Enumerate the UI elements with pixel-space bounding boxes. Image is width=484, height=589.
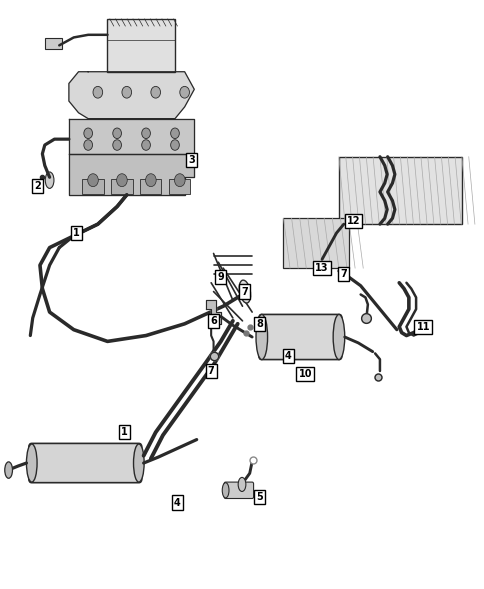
Ellipse shape <box>45 172 54 188</box>
Text: 11: 11 <box>416 322 429 332</box>
Text: 3: 3 <box>188 155 195 165</box>
FancyBboxPatch shape <box>111 179 132 194</box>
Circle shape <box>141 140 150 150</box>
Circle shape <box>145 174 156 187</box>
Text: 7: 7 <box>207 366 214 376</box>
FancyBboxPatch shape <box>224 482 253 498</box>
FancyBboxPatch shape <box>169 179 190 194</box>
Polygon shape <box>69 72 194 118</box>
Polygon shape <box>206 300 220 324</box>
Circle shape <box>170 128 179 138</box>
Circle shape <box>84 140 92 150</box>
Polygon shape <box>69 154 194 195</box>
FancyBboxPatch shape <box>107 19 175 72</box>
Ellipse shape <box>239 280 250 303</box>
Circle shape <box>174 174 185 187</box>
FancyBboxPatch shape <box>283 219 348 268</box>
Circle shape <box>88 174 98 187</box>
Text: 6: 6 <box>210 316 216 326</box>
Ellipse shape <box>333 315 344 359</box>
Text: 7: 7 <box>340 269 347 279</box>
FancyBboxPatch shape <box>338 157 461 224</box>
Text: 8: 8 <box>256 319 262 329</box>
Text: 1: 1 <box>73 228 79 238</box>
Ellipse shape <box>256 315 267 359</box>
FancyBboxPatch shape <box>258 315 341 359</box>
Text: 9: 9 <box>217 272 224 282</box>
Circle shape <box>180 87 189 98</box>
Text: 13: 13 <box>315 263 328 273</box>
Ellipse shape <box>238 478 245 491</box>
Circle shape <box>151 87 160 98</box>
Polygon shape <box>69 118 194 154</box>
Circle shape <box>121 87 131 98</box>
Circle shape <box>116 174 127 187</box>
Text: 1: 1 <box>121 427 127 437</box>
Text: 12: 12 <box>346 216 360 226</box>
Circle shape <box>84 128 92 138</box>
Text: 5: 5 <box>256 492 262 502</box>
FancyBboxPatch shape <box>82 179 104 194</box>
Text: 4: 4 <box>284 351 291 361</box>
Circle shape <box>113 140 121 150</box>
FancyBboxPatch shape <box>45 38 61 48</box>
Circle shape <box>141 128 150 138</box>
Text: 2: 2 <box>34 181 41 191</box>
Text: 4: 4 <box>174 498 181 508</box>
FancyBboxPatch shape <box>140 179 161 194</box>
Circle shape <box>93 87 103 98</box>
Ellipse shape <box>27 444 37 482</box>
Ellipse shape <box>133 444 144 482</box>
Ellipse shape <box>222 482 228 498</box>
FancyBboxPatch shape <box>29 444 141 482</box>
Circle shape <box>113 128 121 138</box>
Ellipse shape <box>5 462 13 478</box>
Text: 7: 7 <box>241 287 248 297</box>
Circle shape <box>170 140 179 150</box>
Text: 10: 10 <box>298 369 311 379</box>
